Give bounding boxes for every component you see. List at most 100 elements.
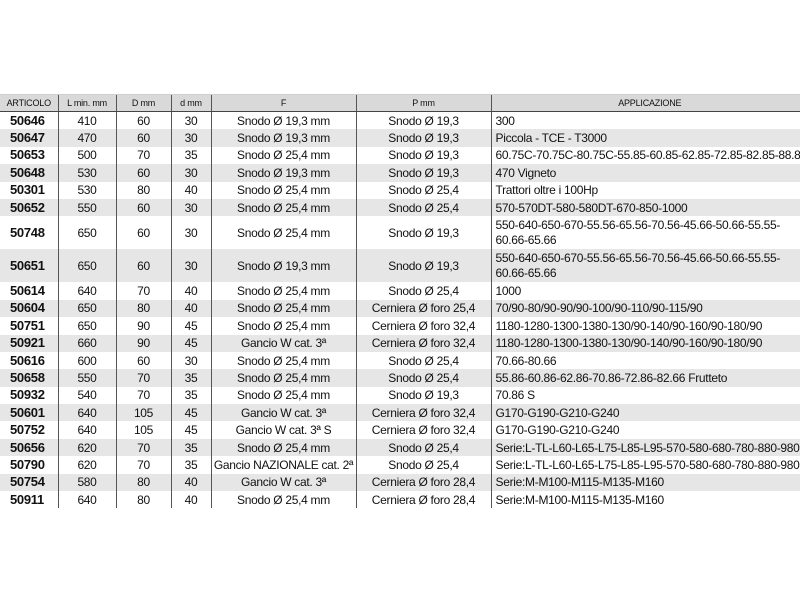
table-row: 50932 540 70 35 Snodo Ø 25,4 mm Snodo Ø 19,3 7…: [0, 386, 800, 405]
cell-d-upper: 105: [115, 404, 171, 422]
cell-p: Snodo Ø 25,4: [355, 198, 491, 217]
cell-applicazione: Piccola - TCE - T3000: [490, 129, 800, 147]
cell-d-upper: 70: [115, 386, 171, 405]
cell-d-lower: 40: [170, 491, 211, 509]
cell-d-upper: 60: [115, 164, 171, 182]
cell-f: Gancio W cat. 3ª S: [210, 421, 356, 439]
cell-articolo: 50653: [10, 147, 45, 163]
table-row: 50653 500 70 35 Snodo Ø 25,4 mm Snodo Ø 19,3 6…: [0, 146, 800, 165]
cell-f: Snodo Ø 25,4 mm: [210, 351, 356, 370]
cell-applicazione: 1180-1280-1300-1380-130/90-140/90-160/90…: [490, 317, 800, 335]
cell-l-min: 640: [57, 421, 116, 439]
cell-l-min: 550: [57, 198, 116, 217]
cell-p: Snodo Ø 19,3: [355, 249, 491, 283]
cell-p: Cerniera Ø foro 25,4: [355, 299, 491, 318]
cell-p: Snodo Ø 25,4: [355, 282, 491, 300]
cell-f: Snodo Ø 25,4 mm: [210, 181, 356, 199]
cell-l-min: 580: [57, 473, 116, 492]
header-p: P mm: [355, 94, 491, 112]
cell-d-upper: 60: [115, 129, 171, 147]
cell-d-upper: 90: [115, 317, 171, 335]
cell-applicazione: G170-G190-G210-G240: [490, 421, 800, 439]
table-row: 50648 530 60 30 Snodo Ø 19,3 mm Snodo Ø 19,3 4…: [0, 164, 800, 182]
cell-d-upper: 80: [115, 299, 171, 318]
cell-articolo: 50748: [10, 224, 45, 240]
cell-d-lower: 45: [170, 404, 211, 422]
cell-applicazione: 1180-1280-1300-1380-130/90-140/90-160/90…: [490, 334, 800, 352]
cell-d-lower: 30: [170, 216, 211, 250]
cell-l-min: 470: [57, 129, 116, 147]
cell-d-upper: 90: [115, 334, 171, 352]
cell-articolo: 50932: [10, 387, 45, 403]
cell-applicazione: Trattori oltre i 100Hp: [490, 181, 800, 199]
cell-articolo: 50301: [10, 182, 45, 198]
cell-f: Snodo Ø 19,3 mm: [210, 129, 356, 147]
cell-f: Snodo Ø 25,4 mm: [210, 216, 356, 250]
cell-articolo: 50658: [0, 369, 58, 387]
cell-f: Snodo Ø 25,4 mm: [210, 299, 356, 318]
cell-d-upper: 60: [115, 111, 171, 130]
cell-applicazione: Serie:L-TL-L60-L65-L75-L85-L95-570-580-6…: [490, 456, 800, 474]
cell-p: Cerniera Ø foro 32,4: [355, 404, 491, 422]
cell-f: Snodo Ø 25,4 mm: [210, 317, 356, 335]
cell-f: Snodo Ø 19,3 mm: [210, 249, 356, 283]
cell-articolo: 50647: [0, 129, 58, 147]
cell-p: Snodo Ø 25,4: [355, 438, 491, 457]
cell-l-min: 550: [57, 369, 116, 387]
cell-p: Cerniera Ø foro 32,4: [355, 317, 491, 335]
cell-applicazione: 550-640-650-670-55.56-65.56-70.56-45.66-…: [490, 216, 800, 250]
cell-d-lower: 35: [170, 386, 211, 405]
table-row: 50614 640 70 40 Snodo Ø 25,4 mm Snodo Ø 25,4 1…: [0, 282, 800, 300]
cell-p: Cerniera Ø foro 28,4: [355, 491, 491, 509]
cell-p: Snodo Ø 19,3: [355, 386, 491, 405]
cell-d-lower: 30: [170, 129, 211, 147]
cell-articolo: 50751: [10, 317, 45, 333]
table-row: 50646 410 60 30 Snodo Ø 19,3 mm Snodo Ø 19,3 3…: [0, 111, 800, 130]
cell-p: Snodo Ø 19,3: [355, 146, 491, 165]
cell-l-min: 640: [57, 282, 116, 300]
cell-articolo: 50656: [0, 438, 58, 457]
cell-f: Snodo Ø 25,4 mm: [210, 491, 356, 509]
table-row: 50752 640 105 45 Gancio W cat. 3ª S Cerniera …: [0, 421, 800, 439]
cell-l-min: 650: [57, 299, 116, 318]
cell-d-lower: 45: [170, 334, 211, 352]
cell-d-lower: 35: [170, 456, 211, 474]
cell-d-upper: 80: [115, 181, 171, 199]
table-row: 50652 550 60 30 Snodo Ø 25,4 mm Snodo Ø 25,4 5…: [0, 198, 800, 217]
cell-articolo: 50601: [0, 404, 58, 422]
header-d-lower: d mm: [170, 94, 211, 112]
cell-articolo: 50652: [0, 198, 58, 217]
header-f: F: [210, 94, 356, 112]
cell-applicazione: Serie:M-M100-M115-M135-M160: [490, 473, 800, 492]
cell-f: Snodo Ø 25,4 mm: [210, 198, 356, 217]
table-row: 50754 580 80 40 Gancio W cat. 3ª Cerniera Ø f…: [0, 473, 800, 492]
cell-applicazione: 550-640-650-670-55.56-65.56-70.56-45.66-…: [490, 249, 800, 283]
cell-articolo: 50646: [10, 112, 45, 128]
cell-f: Snodo Ø 19,3 mm: [210, 164, 356, 182]
cell-d-lower: 45: [170, 317, 211, 335]
cell-applicazione: 470 Vigneto: [490, 164, 800, 182]
header-articolo: ARTICOLO: [0, 94, 58, 112]
cell-d-upper: 60: [115, 249, 171, 283]
cell-f: Gancio NAZIONALE cat. 2ª: [210, 456, 356, 474]
cell-p: Snodo Ø 19,3: [355, 164, 491, 182]
cell-articolo: 50911: [10, 491, 44, 507]
cell-p: Snodo Ø 25,4: [355, 181, 491, 199]
cell-p: Cerniera Ø foro 32,4: [355, 334, 491, 352]
table-row: 50656 620 70 35 Snodo Ø 25,4 mm Snodo Ø 25,4 S…: [0, 438, 800, 457]
header-l-min: L min. mm: [57, 94, 116, 112]
table-row: 50921 660 90 45 Gancio W cat. 3ª Cerniera Ø f…: [0, 334, 800, 352]
table-row: 50911 640 80 40 Snodo Ø 25,4 mm Cerniera Ø fo…: [0, 491, 800, 509]
table-row: 50616 600 60 30 Snodo Ø 25,4 mm Snodo Ø 25,4 7…: [0, 351, 800, 370]
cell-f: Gancio W cat. 3ª: [210, 473, 356, 492]
cell-applicazione: 70.86 S: [490, 386, 800, 405]
cell-articolo: 50616: [10, 352, 45, 368]
cell-articolo: 50752: [10, 422, 45, 438]
table-row: 50604 650 80 40 Snodo Ø 25,4 mm Cerniera Ø fo…: [0, 299, 800, 318]
table-row: 50301 530 80 40 Snodo Ø 25,4 mm Snodo Ø 25,4 T…: [0, 181, 800, 199]
cell-d-upper: 80: [115, 491, 171, 509]
cell-d-lower: 30: [170, 164, 211, 182]
cell-applicazione: 1000: [490, 282, 800, 300]
cell-applicazione: G170-G190-G210-G240: [490, 404, 800, 422]
table-row: 50748 650 60 30 Snodo Ø 25,4 mm Snodo Ø 19,3 5…: [0, 216, 800, 250]
